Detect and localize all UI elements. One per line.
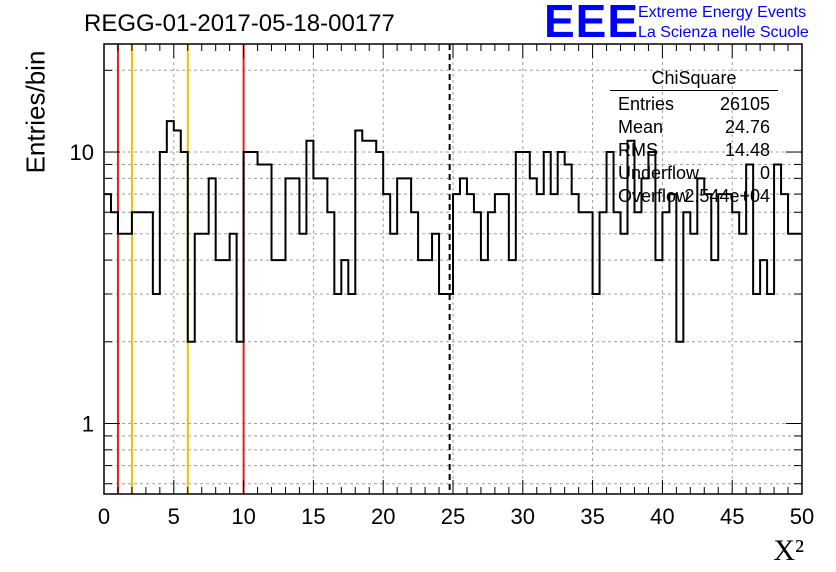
x-tick-label: 10 bbox=[231, 504, 255, 529]
y-tick-label: 10 bbox=[70, 140, 94, 165]
stats-rms-value: 14.48 bbox=[724, 140, 770, 160]
logo-line-1: Extreme Energy Events bbox=[638, 4, 807, 21]
stats-mean-label: Mean bbox=[618, 117, 664, 137]
x-tick-label: 50 bbox=[790, 504, 814, 529]
stats-box: ChiSquare Entries 26105 Mean 24.76 RMS 1… bbox=[610, 66, 778, 206]
x-tick-label: 20 bbox=[371, 504, 395, 529]
stats-underflow-label: Underflow bbox=[618, 163, 700, 183]
stats-overflow-label: Overflow bbox=[618, 186, 690, 206]
x-tick-label: 5 bbox=[168, 504, 180, 529]
chart-title: REGG-01-2017-05-18-00177 bbox=[84, 10, 395, 37]
logo-line-2: La Scienza nelle Scuole bbox=[638, 24, 809, 41]
y-tick-label: 1 bbox=[82, 412, 94, 437]
stats-entries-label: Entries bbox=[618, 94, 675, 114]
x-tick-label: 45 bbox=[720, 504, 744, 529]
stats-rms-label: RMS bbox=[618, 140, 658, 160]
stats-entries-value: 26105 bbox=[719, 94, 770, 114]
x-tick-label: 30 bbox=[511, 504, 535, 529]
x-tick-label: 25 bbox=[441, 504, 465, 529]
x-tick-label: 35 bbox=[580, 504, 604, 529]
stats-overflow-value: 2.544e+04 bbox=[684, 186, 770, 206]
x-axis-label: X² bbox=[773, 534, 804, 567]
stats-mean-value: 24.76 bbox=[724, 117, 770, 137]
eee-logo: EEE Extreme Energy Events La Scienza nel… bbox=[540, 0, 836, 47]
logo-mark: EEE bbox=[544, 0, 640, 47]
histogram-line bbox=[104, 120, 802, 343]
x-tick-label: 40 bbox=[650, 504, 674, 529]
reference-lines bbox=[116, 44, 451, 494]
axes: 0 5 10 15 20 25 30 35 40 45 50 1 10 bbox=[70, 43, 814, 529]
stats-divider bbox=[610, 90, 778, 91]
histogram-series bbox=[104, 120, 802, 343]
x-tick-label: 15 bbox=[301, 504, 325, 529]
x-tick-label: 0 bbox=[98, 504, 110, 529]
stats-title: ChiSquare bbox=[651, 68, 737, 88]
stats-underflow-value: 0 bbox=[759, 163, 770, 183]
